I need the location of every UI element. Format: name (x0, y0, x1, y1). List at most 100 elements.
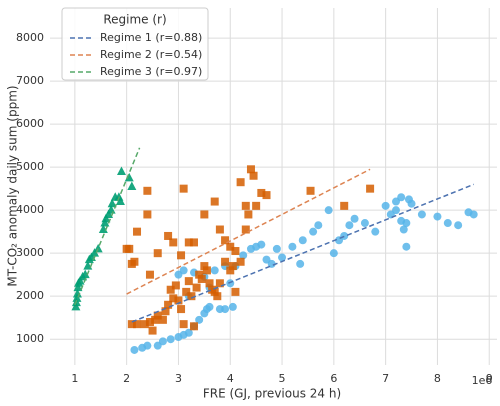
point (241, 225, 250, 234)
legend-label: Regime 2 (r=0.54) (100, 48, 202, 61)
legend-label: Regime 3 (r=0.97) (100, 65, 202, 78)
point (130, 345, 139, 354)
point (309, 227, 318, 236)
point (197, 274, 206, 283)
point (148, 326, 157, 335)
y-tick-label: 3000 (16, 246, 44, 259)
point (205, 302, 214, 311)
point (391, 206, 400, 215)
x-tick-label: 7 (382, 372, 389, 385)
point (73, 282, 83, 292)
legend-label: Regime 1 (r=0.88) (100, 31, 202, 44)
fit-line (126, 168, 371, 295)
x-tick-label: 4 (227, 372, 234, 385)
point (169, 238, 178, 247)
point (100, 218, 110, 227)
point (221, 305, 230, 314)
point (145, 317, 154, 326)
point (115, 196, 125, 206)
point (166, 285, 175, 294)
legend-box (61, 7, 209, 81)
point (158, 315, 167, 324)
point (127, 181, 137, 190)
point (262, 191, 271, 200)
point (257, 188, 266, 197)
point (133, 320, 142, 329)
point (179, 266, 188, 275)
x-tick-label: 2 (123, 372, 130, 385)
point (244, 210, 253, 219)
point (205, 279, 214, 288)
x-tick-label: 9 (486, 372, 493, 385)
point (210, 266, 219, 275)
point (200, 262, 209, 271)
point (360, 219, 369, 228)
point (213, 292, 222, 301)
point (314, 221, 323, 230)
point (75, 276, 85, 285)
y-axis-label: MT-CO₂ anomaly daily sum (ppm) (6, 85, 20, 286)
point (228, 262, 237, 271)
point (215, 279, 224, 288)
point (104, 209, 114, 218)
point (210, 287, 219, 296)
point (143, 186, 152, 195)
y-tick-label: 4000 (16, 203, 44, 216)
point (189, 322, 198, 331)
point (226, 266, 235, 275)
point (236, 178, 245, 187)
point (192, 283, 201, 292)
x-offset-label: 1e6 (472, 374, 493, 387)
point (72, 293, 82, 302)
point (166, 335, 175, 344)
x-tick-label: 6 (330, 372, 337, 385)
point (124, 172, 134, 182)
point (215, 225, 224, 234)
point (177, 305, 186, 314)
point (177, 251, 186, 260)
point (184, 277, 193, 286)
point (153, 249, 162, 258)
point (143, 210, 152, 219)
point (221, 236, 230, 245)
point (169, 294, 178, 303)
point (226, 279, 235, 288)
point (93, 243, 103, 253)
point (90, 248, 100, 257)
x-tick-label: 5 (279, 372, 286, 385)
point (221, 257, 230, 266)
point (228, 302, 237, 311)
point (366, 184, 375, 193)
point (158, 337, 167, 346)
point (174, 296, 183, 305)
point (469, 210, 478, 219)
point (116, 166, 126, 175)
point (143, 341, 152, 350)
point (71, 301, 81, 311)
point (226, 242, 235, 251)
point (417, 210, 426, 219)
point (278, 253, 287, 262)
y-tick-label: 2000 (16, 289, 44, 302)
point (252, 201, 261, 210)
point (454, 221, 463, 230)
point (340, 201, 349, 210)
point (246, 165, 255, 174)
point (371, 227, 380, 236)
point (107, 198, 117, 208)
point (171, 281, 180, 290)
point (182, 287, 191, 296)
x-tick-label: 1 (71, 372, 78, 385)
point (296, 259, 305, 268)
point (202, 266, 211, 275)
point (187, 292, 196, 301)
point (210, 197, 219, 206)
point (257, 240, 266, 249)
point (407, 199, 416, 208)
point (231, 287, 240, 296)
point (397, 193, 406, 202)
fit-line (74, 147, 141, 306)
point (402, 219, 411, 228)
point (402, 242, 411, 251)
